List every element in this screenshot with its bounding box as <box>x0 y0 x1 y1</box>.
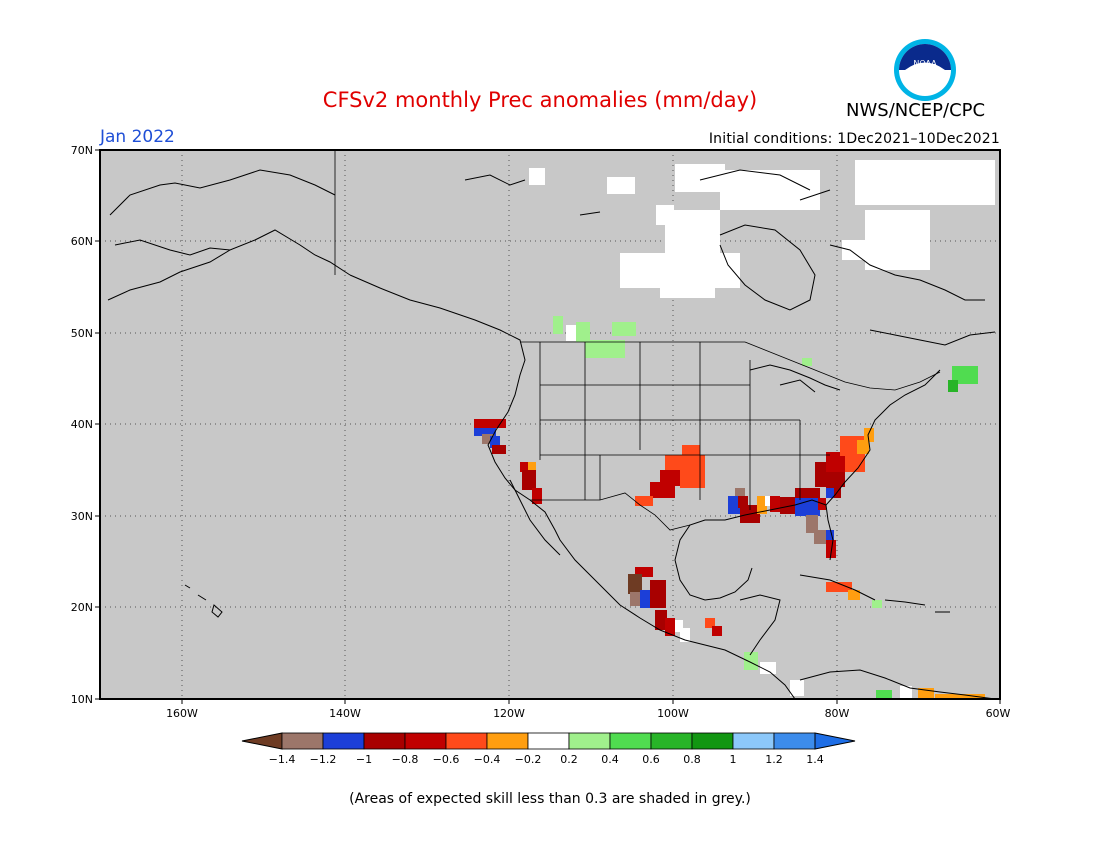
colorbar-segment <box>322 732 365 750</box>
colorbar-label: −1.2 <box>310 753 337 766</box>
colorbar-segment <box>363 732 406 750</box>
lat-labels: 70N 60N 50N 40N 30N 20N 10N <box>71 144 93 706</box>
colorbar-segment <box>281 732 324 750</box>
lat-tick-label: 10N <box>71 693 93 706</box>
logo-text: NOAA <box>913 59 937 68</box>
lat-tick-label: 50N <box>71 327 93 340</box>
agency-label: NWS/NCEP/CPC <box>846 100 986 121</box>
anomaly-near-zero-patches <box>529 160 995 341</box>
lat-tick-label: 60N <box>71 235 93 248</box>
anomaly-positive-patches <box>553 316 978 699</box>
lat-tick-label: 70N <box>71 144 93 157</box>
lon-tick-label: 120W <box>493 707 525 720</box>
colorbar-segment <box>527 732 570 750</box>
colorbar-label: 0.2 <box>560 753 578 766</box>
colorbar-label: 1.2 <box>765 753 783 766</box>
colorbar-arrow-high <box>814 732 856 750</box>
political-borders <box>334 150 941 531</box>
colorbar-label: −0.2 <box>515 753 542 766</box>
initial-conditions: Initial conditions: 1Dec2021–10Dec2021 <box>708 131 1000 147</box>
lon-tick-label: 100W <box>657 707 689 720</box>
colorbar-segment <box>691 732 734 750</box>
colorbar-label: −1 <box>356 753 372 766</box>
coastlines <box>107 169 996 700</box>
colorbar-label: −0.6 <box>433 753 460 766</box>
colorbar-segment <box>486 732 529 750</box>
forecast-month: Jan 2022 <box>100 127 175 147</box>
colorbar-segment <box>773 732 816 750</box>
colorbar-label: 1 <box>730 753 737 766</box>
lon-tick-label: 80W <box>825 707 850 720</box>
colorbar-label: −0.8 <box>392 753 419 766</box>
lon-labels: 160W 140W 120W 100W 80W 60W <box>166 707 1010 720</box>
lat-tick-label: 40N <box>71 418 93 431</box>
colorbar-label: 0.4 <box>601 753 619 766</box>
lon-tick-label: 60W <box>986 707 1011 720</box>
skill-footnote: (Areas of expected skill less than 0.3 a… <box>349 791 751 807</box>
colorbar-arrow-low <box>241 732 283 750</box>
colorbar-label: 0.8 <box>683 753 701 766</box>
colorbar-segment <box>650 732 693 750</box>
colorbar: −1.4 −1.2 −1 −0.8 −0.6 −0.4 −0.2 0.2 0.4 0.6 0.8 1 1… <box>241 732 856 766</box>
colorbar-segment <box>609 732 652 750</box>
chart-title: CFSv2 monthly Prec anomalies (mm/day) <box>322 88 758 112</box>
colorbar-segment <box>404 732 447 750</box>
colorbar-segment <box>568 732 611 750</box>
colorbar-segment <box>445 732 488 750</box>
colorbar-label: 1.4 <box>806 753 824 766</box>
colorbar-label: −1.4 <box>269 753 296 766</box>
lon-tick-label: 140W <box>329 707 361 720</box>
tick-marks <box>95 149 1001 704</box>
colorbar-label: 0.6 <box>642 753 660 766</box>
noaa-logo: NOAA <box>894 39 956 101</box>
colorbar-label: −0.4 <box>474 753 501 766</box>
colorbar-segment <box>732 732 775 750</box>
lat-tick-label: 30N <box>71 510 93 523</box>
lon-tick-label: 160W <box>166 707 198 720</box>
lat-tick-label: 20N <box>71 601 93 614</box>
